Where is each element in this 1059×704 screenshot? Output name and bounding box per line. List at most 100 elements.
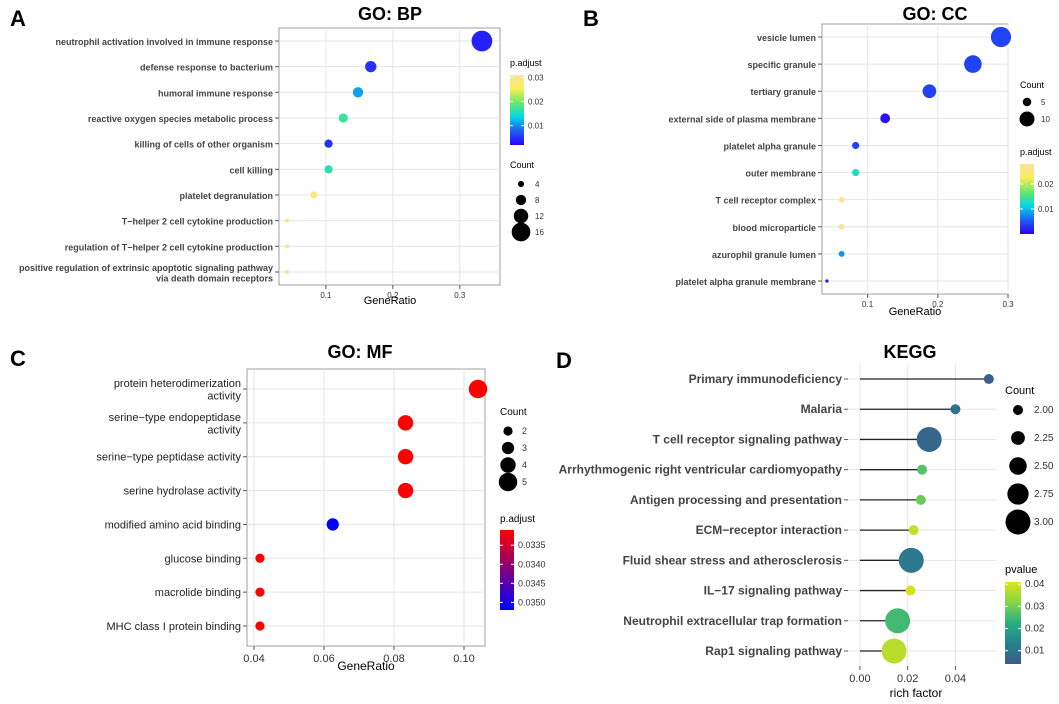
- size-legend-label: 12: [535, 212, 544, 221]
- category-label: defense response to bacterium: [140, 63, 273, 73]
- panel-a-colorbar-ticks: 0.03 0.02 0.01: [510, 73, 544, 131]
- colorbar-tick-label: 0.01: [1038, 205, 1054, 214]
- category-label-line: reactive oxygen species metabolic proces…: [88, 114, 273, 124]
- category-label: T cell receptor signaling pathway: [653, 432, 843, 446]
- data-point: [284, 244, 290, 249]
- category-label-line: protein heterodimerization: [114, 378, 241, 390]
- size-legend-dot: [517, 180, 525, 188]
- size-legend-label: 2.25: [1034, 433, 1054, 444]
- size-legend-dot: [500, 457, 516, 473]
- data-point: [852, 141, 860, 150]
- data-point: [310, 191, 318, 199]
- category-label-line: azurophil granule lumen: [712, 250, 816, 260]
- category-label-line: external side of plasma membrane: [668, 114, 816, 124]
- panel-c-points: [255, 379, 488, 631]
- panel-b-letter: B: [583, 6, 599, 31]
- panel-c-title: GO: MF: [328, 342, 393, 362]
- data-point: [838, 250, 845, 257]
- category-label: serine−type endopeptidase activity: [109, 412, 242, 437]
- colorbar-tick-label: 0.0345: [518, 578, 546, 588]
- panel-d-size-legend: Count 2.00 2.25 2.50 2.75 3.00: [1005, 385, 1054, 535]
- size-legend-label: 2.00: [1034, 405, 1054, 416]
- category-label: serine−type peptidase activity: [96, 452, 241, 464]
- panel-d-letter: D: [556, 348, 572, 373]
- data-point: [471, 30, 493, 52]
- category-label: Malaria: [801, 402, 843, 416]
- panel-d-size-legend-items: 2.00 2.25 2.50 2.75 3.00: [1005, 405, 1054, 535]
- data-point: [284, 269, 290, 275]
- category-label-line: via death domain receptors: [156, 273, 273, 283]
- category-label-line: Fluid shear stress and atherosclerosis: [623, 553, 843, 567]
- category-label: Rap1 signaling pathway: [705, 644, 842, 658]
- panel-a-color-legend: p.adjust 0.03 0.02 0.01: [510, 58, 544, 145]
- category-label-line: T cell receptor complex: [715, 196, 816, 206]
- panel-a-plot-area: [278, 27, 501, 286]
- panel-a-category-labels: neutrophil activation involved in immune…: [19, 37, 273, 283]
- data-point: [324, 139, 333, 148]
- category-label-line: serine−type peptidase activity: [96, 452, 241, 464]
- size-legend-dot: [503, 426, 513, 436]
- category-label-line: outer membrane: [745, 169, 816, 179]
- panel-d-x-axis-title: rich factor: [890, 686, 943, 700]
- category-label: ECM−receptor interaction: [696, 523, 842, 537]
- x-tick-label: 0.02: [897, 673, 918, 685]
- panel-a-gridlines: [275, 28, 500, 285]
- category-label-line: defense response to bacterium: [140, 63, 273, 73]
- data-point: [915, 494, 926, 505]
- data-point: [255, 621, 265, 631]
- category-label-line: serine−type endopeptidase: [109, 412, 241, 424]
- data-point: [905, 585, 916, 596]
- data-point: [397, 482, 414, 499]
- colorbar-tick-label: 0.02: [1038, 180, 1054, 189]
- category-label: serine hydrolase activity: [124, 486, 242, 498]
- panel-b-colorbar: [1020, 164, 1034, 234]
- size-legend-label: 2.75: [1034, 489, 1054, 500]
- colorbar-tick-label: 0.02: [528, 98, 544, 107]
- category-label-line: macrolide binding: [155, 587, 241, 599]
- category-label: glucose binding: [165, 553, 241, 565]
- colorbar-tick-label: 0.0350: [518, 597, 546, 607]
- data-point: [838, 196, 845, 203]
- category-label: reactive oxygen species metabolic proces…: [88, 114, 273, 124]
- size-legend-label: 3: [522, 443, 527, 453]
- category-label: Fluid shear stress and atherosclerosis: [623, 553, 843, 567]
- category-label-line: ECM−receptor interaction: [696, 523, 842, 537]
- data-point: [983, 374, 994, 384]
- category-label: platelet degranulation: [179, 191, 273, 201]
- category-label: outer membrane: [745, 169, 816, 179]
- panel-c: C GO: MF protein heterodimerization activ…: [10, 342, 546, 673]
- data-point: [255, 587, 265, 597]
- category-label: specific granule: [747, 60, 816, 70]
- size-legend-label: 5: [1041, 98, 1046, 107]
- size-legend-dot: [1007, 483, 1029, 505]
- category-label: platelet alpha granule membrane: [675, 277, 816, 287]
- category-label: T cell receptor complex: [715, 196, 816, 206]
- panel-c-plot-area: [246, 368, 486, 647]
- category-label: protein heterodimerization activity: [114, 378, 242, 403]
- data-point: [852, 168, 860, 177]
- category-label: IL−17 signaling pathway: [704, 584, 843, 598]
- panel-a-x-axis-title: GeneRatio: [364, 295, 417, 307]
- category-label: Primary immunodeficiency: [689, 372, 843, 386]
- size-legend-dot: [1005, 509, 1031, 535]
- panel-c-color-legend: p.adjust 0.0335 0.0340 0.0345 0.0350: [500, 514, 546, 610]
- size-legend-label: 4: [522, 460, 527, 470]
- panel-c-color-legend-title: p.adjust: [500, 514, 535, 525]
- x-tick-label: 0.10: [453, 653, 474, 665]
- data-point: [838, 223, 845, 230]
- category-label-line: vesicle lumen: [757, 33, 816, 43]
- data-point: [284, 218, 290, 223]
- category-label: vesicle lumen: [757, 33, 816, 43]
- panel-c-size-legend-title: Count: [500, 407, 527, 418]
- size-legend-dot: [1009, 457, 1027, 475]
- size-legend-dot: [1011, 431, 1025, 445]
- size-legend-dot: [501, 441, 515, 455]
- category-label: Arrhythmogenic right ventricular cardiom…: [559, 463, 843, 477]
- category-label-line: regulation of T−helper 2 cell cytokine p…: [65, 242, 273, 252]
- data-point: [338, 113, 348, 123]
- panel-b-color-legend: p.adjust 0.02 0.01: [1020, 147, 1054, 234]
- category-label-line: humoral immune response: [158, 88, 273, 98]
- data-point: [324, 165, 333, 174]
- category-label: positive regulation of extrinsic apoptot…: [19, 263, 273, 283]
